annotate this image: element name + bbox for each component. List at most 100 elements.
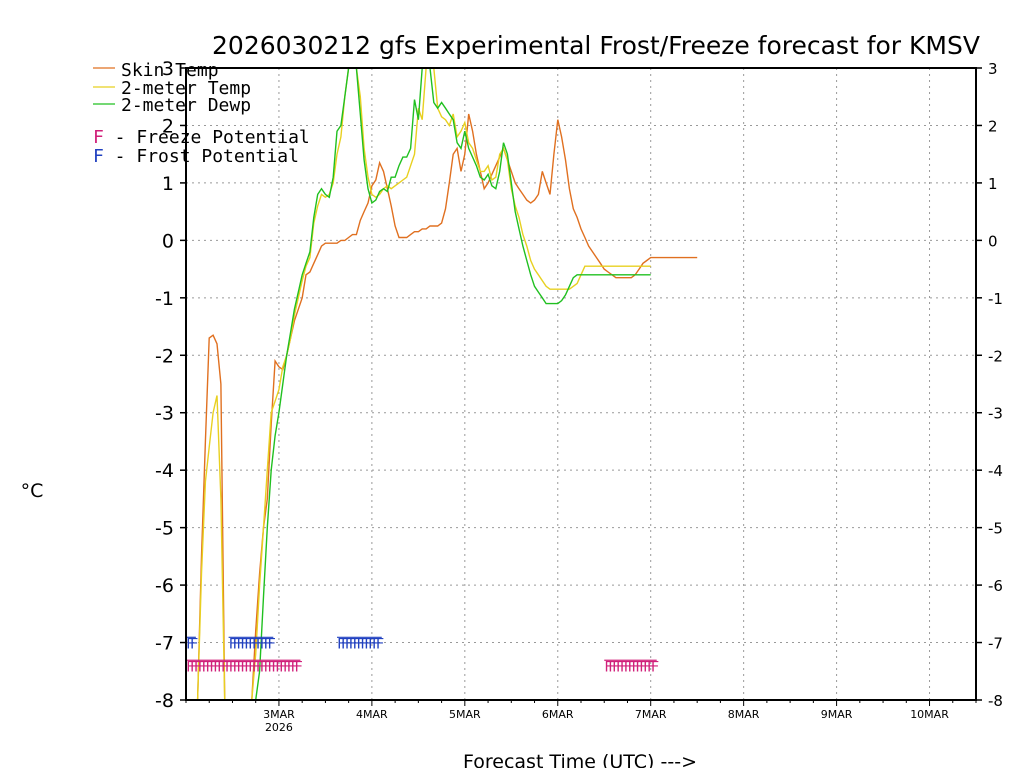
freeze-marker: F — [279, 659, 287, 675]
freeze-legend-letter: F — [93, 127, 104, 148]
freeze-marker: F — [643, 659, 651, 675]
freeze-marker: F — [221, 659, 229, 675]
y-tick-label: 3 — [162, 58, 174, 80]
series-lines — [186, 68, 698, 700]
freeze-marker: F — [631, 659, 639, 675]
frost-marker: F — [248, 636, 256, 652]
frost-marker: F — [260, 636, 268, 652]
series-line-2-meter-dewp — [186, 68, 651, 700]
freeze-marker: F — [217, 659, 225, 675]
frost-marker: F — [256, 636, 264, 652]
freeze-marker: F — [252, 659, 260, 675]
frost-marker: F — [356, 636, 364, 652]
freeze-marker: F — [620, 659, 628, 675]
freeze-marker: F — [639, 659, 647, 675]
freeze-marker: F — [612, 659, 620, 675]
y-axis-right: -8 -7 -6 -5 -4 -3 -2 -1 0 1 2 3 — [976, 60, 1003, 710]
freeze-marker: F — [190, 659, 198, 675]
frost-marker: F — [341, 636, 349, 652]
series-line-2-meter-temp — [186, 68, 651, 700]
y-tick-label: -1 — [155, 288, 174, 310]
y-tick-label: 1 — [162, 173, 174, 195]
frost-marker: F — [368, 636, 376, 652]
y-tick-label-right: -4 — [988, 462, 1003, 480]
frost-marker: F — [229, 636, 237, 652]
x-tick-label: 5MAR — [449, 708, 481, 721]
freeze-marker: F — [236, 659, 244, 675]
freeze-marker: F — [213, 659, 221, 675]
freeze-marker: F — [209, 659, 217, 675]
freeze-marker: F — [283, 659, 291, 675]
frost-marker: F — [244, 636, 252, 652]
frost-marker: F — [376, 636, 384, 652]
x-tick-label: 10MAR — [910, 708, 949, 721]
freeze-marker: F — [624, 659, 632, 675]
freeze-marker: F — [263, 659, 271, 675]
freeze-marker: F — [287, 659, 295, 675]
chart-title: 2026030212 gfs Experimental Frost/Freeze… — [212, 31, 980, 60]
legend-frost-potential: F - Frost Potential — [93, 146, 299, 167]
frost-marker: F — [240, 636, 248, 652]
y-tick-label: -3 — [155, 403, 174, 425]
y-axis-label: °C — [21, 480, 44, 502]
frost-marker: F — [263, 636, 271, 652]
frost-marker: F — [186, 636, 194, 652]
freeze-marker: F — [186, 659, 194, 675]
freeze-legend-text: - Freeze Potential — [104, 127, 310, 148]
frost-legend-text: - Frost Potential — [104, 146, 299, 167]
freeze-marker: F — [604, 659, 612, 675]
x-tick-label: 9MAR — [821, 708, 853, 721]
freeze-marker: F — [201, 659, 209, 675]
freeze-marker: F — [267, 659, 275, 675]
y-tick-label: 2 — [162, 115, 174, 137]
y-tick-label: -7 — [155, 633, 174, 655]
freeze-marker: F — [647, 659, 655, 675]
x-tick-label: 7MAR — [635, 708, 667, 721]
y-axis-left: -8 -7 -6 -5 -4 -3 -2 -1 0 1 2 3 — [155, 58, 186, 712]
legend: Skin Temp 2-meter Temp 2-meter Dewp F - … — [93, 60, 310, 167]
freeze-marker: F — [608, 659, 616, 675]
x-tick-sublabel: 2026 — [265, 721, 293, 734]
freeze-marker: F — [260, 659, 268, 675]
legend-freeze-potential: F - Freeze Potential — [93, 127, 310, 148]
y-tick-label-right: -3 — [988, 405, 1003, 423]
freeze-marker: F — [271, 659, 279, 675]
freeze-marker: F — [229, 659, 237, 675]
x-tick-label: 6MAR — [542, 708, 574, 721]
freeze-marker: F — [194, 659, 202, 675]
freeze-marker: F — [240, 659, 248, 675]
freeze-marker: F — [275, 659, 283, 675]
freeze-marker: F — [256, 659, 264, 675]
freeze-marker: F — [291, 659, 299, 675]
y-tick-label: -5 — [155, 518, 174, 540]
freeze-marker: F — [225, 659, 233, 675]
y-tick-label-right: 0 — [988, 232, 998, 250]
frost-marker: F — [232, 636, 240, 652]
frost-marker: F — [337, 636, 345, 652]
y-tick-label-right: -5 — [988, 520, 1003, 538]
y-tick-label: -6 — [155, 575, 174, 597]
frost-marker: F — [364, 636, 372, 652]
freeze-marker: F — [205, 659, 213, 675]
freeze-marker: F — [635, 659, 643, 675]
frost-marker: F — [345, 636, 353, 652]
freeze-marker: F — [248, 659, 256, 675]
frost-marker: F — [360, 636, 368, 652]
y-tick-label-right: 1 — [988, 175, 998, 193]
x-tick-label: 8MAR — [728, 708, 760, 721]
y-tick-label-right: 2 — [988, 117, 998, 135]
y-tick-label-right: 3 — [988, 60, 998, 78]
frost-marker: F — [349, 636, 357, 652]
y-tick-label-right: -6 — [988, 577, 1003, 595]
y-tick-label-right: -2 — [988, 347, 1003, 365]
frost-legend-letter: F — [93, 146, 104, 167]
x-axis-label: Forecast Time (UTC) ---> — [463, 751, 697, 768]
freeze-marker: F — [198, 659, 206, 675]
y-tick-label: -8 — [155, 690, 174, 712]
freeze-marker: F — [616, 659, 624, 675]
freeze-marker: F — [627, 659, 635, 675]
freeze-marker: F — [244, 659, 252, 675]
